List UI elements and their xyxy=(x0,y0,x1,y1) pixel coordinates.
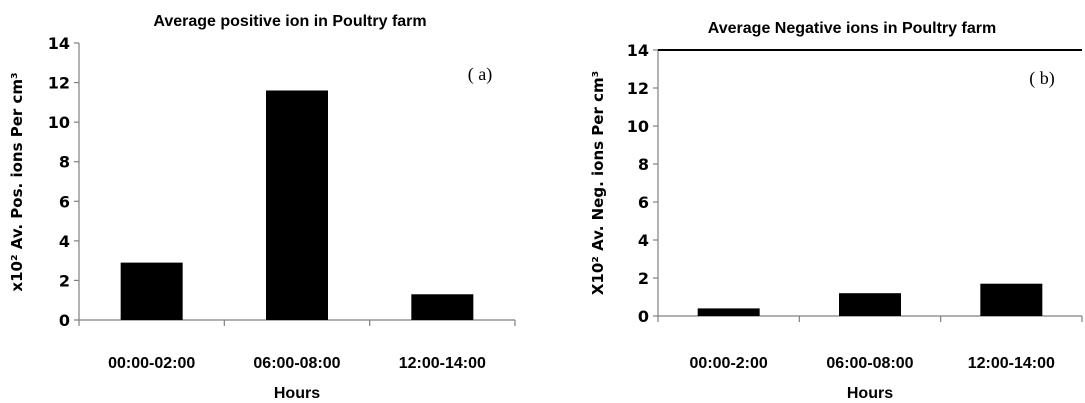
chart-a-bar xyxy=(266,90,328,320)
chart-b-plot: 0 2 4 6 8 10 12 14 00:00-2:00 06:00-08:00 12:00-14… xyxy=(627,41,1083,372)
chart-a-y-tick-label: 8 xyxy=(59,153,70,172)
chart-b-x-axis-title: Hours xyxy=(847,385,893,402)
chart-b-category-label: 00:00-2:00 xyxy=(690,355,768,372)
chart-b-bar xyxy=(839,293,901,316)
chart-a-plot: 0 2 4 6 8 10 12 14 00:00-02:00 06:00-08:00 12:00-1… xyxy=(48,34,516,372)
chart-b-y-tick-label: 10 xyxy=(627,117,649,136)
chart-a: Average positive ion in Poultry farm ( a… xyxy=(8,13,516,402)
chart-a-y-tick-label: 6 xyxy=(59,192,70,211)
chart-a-y-axis-title: x10² Av. Pos. ions Per cm³ xyxy=(8,72,26,291)
chart-b-y-tick-label: 8 xyxy=(638,155,649,174)
chart-b-y-axis-title: X10² Av. Neg. ions Per cm³ xyxy=(589,71,607,295)
chart-b-category-label: 12:00-14:00 xyxy=(968,355,1055,372)
chart-a-y-tick-label: 10 xyxy=(48,113,70,132)
chart-b-y-tick-label: 2 xyxy=(638,269,649,288)
chart-a-category-label: 00:00-02:00 xyxy=(108,355,195,372)
chart-a-bar xyxy=(120,262,183,320)
chart-b-y-tick-label: 14 xyxy=(627,41,649,60)
chart-b-category-label: 06:00-08:00 xyxy=(826,355,913,372)
chart-b-title: Average Negative ions in Poultry farm xyxy=(708,20,996,37)
chart-a-x-axis-title: Hours xyxy=(274,385,320,402)
chart-b-bar xyxy=(980,283,1043,316)
chart-b: Average Negative ions in Poultry farm ( … xyxy=(589,20,1083,402)
chart-a-y-tick-label: 4 xyxy=(59,232,70,251)
chart-a-panel-label: ( a) xyxy=(468,64,492,85)
chart-b-y-tick-label: 4 xyxy=(638,231,649,250)
chart-a-y-tick-label: 12 xyxy=(48,74,70,93)
chart-b-y-tick-label: 6 xyxy=(638,193,649,212)
chart-a-category-label: 06:00-08:00 xyxy=(253,355,340,372)
chart-a-y-tick-label: 0 xyxy=(59,311,70,330)
chart-b-bar xyxy=(697,308,760,316)
chart-a-y-tick-label: 14 xyxy=(48,34,70,53)
chart-b-y-tick-label: 0 xyxy=(638,307,649,326)
chart-a-y-tick-label: 2 xyxy=(59,271,70,290)
chart-b-panel-label: ( b) xyxy=(1029,68,1055,89)
chart-b-y-tick-label: 12 xyxy=(627,79,649,98)
chart-a-category-label: 12:00-14:00 xyxy=(399,355,486,372)
chart-a-bar xyxy=(411,294,474,320)
chart-a-title: Average positive ion in Poultry farm xyxy=(153,13,426,30)
